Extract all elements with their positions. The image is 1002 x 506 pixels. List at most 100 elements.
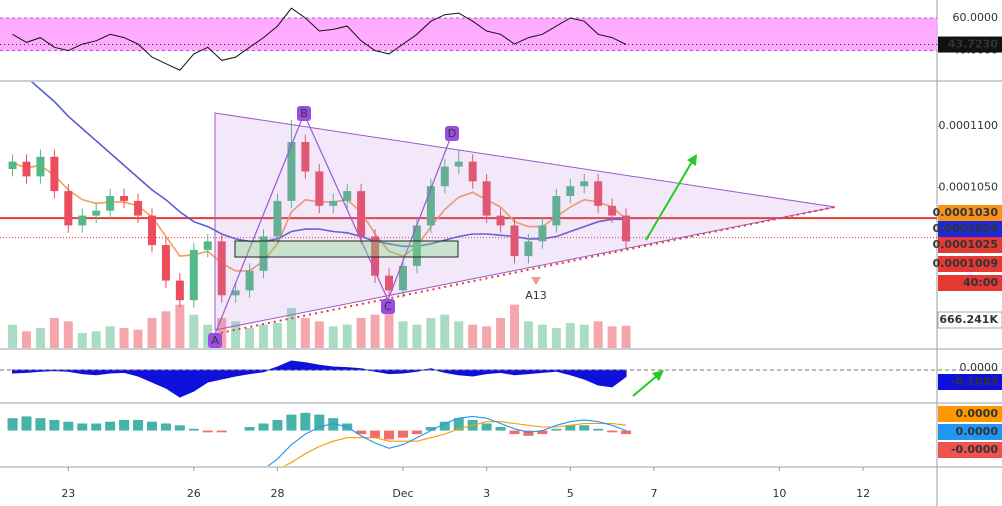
volume-bar (189, 314, 199, 348)
price-label-box (938, 221, 1002, 237)
candle-body (301, 142, 310, 172)
volume-bar (523, 321, 533, 348)
price-label-box (938, 256, 1002, 272)
annotation-marker (531, 277, 541, 285)
candle-body (231, 290, 240, 296)
volume-bar (259, 324, 269, 348)
candle-body (92, 210, 101, 216)
volume-bar (203, 324, 213, 348)
arrow-head (652, 370, 664, 381)
volume-bar (300, 318, 310, 348)
histogram-bar (258, 423, 269, 431)
x-tick-label: 7 (650, 487, 657, 500)
macd-line (267, 415, 627, 466)
volume-bar (21, 331, 31, 348)
candle-body (287, 142, 296, 201)
candle-body (175, 280, 184, 301)
volume-bar (147, 318, 157, 348)
histogram-bar (481, 423, 492, 431)
candle-body (134, 200, 143, 216)
zone-box (234, 240, 459, 258)
volume-bar (35, 328, 45, 348)
volume-bar (412, 324, 422, 348)
candle-body (398, 265, 407, 291)
histogram-bar (300, 412, 311, 431)
price-label-box (938, 237, 1002, 253)
macd-pane (7, 412, 632, 466)
volume-bar (8, 324, 18, 348)
histogram-bar (216, 430, 227, 433)
candle-body (106, 196, 115, 211)
price-label: 0.0001025 (933, 238, 998, 251)
volume-bar (370, 314, 380, 348)
candle-body (245, 270, 254, 291)
candle-body (8, 161, 17, 170)
candle-body (120, 196, 129, 201)
histogram-bar (551, 428, 562, 431)
candle-body (189, 249, 198, 301)
x-tick-label: 28 (270, 487, 284, 500)
histogram-bar (370, 430, 381, 438)
price-label: 0.0001030 (933, 206, 999, 219)
candle-body (64, 191, 73, 226)
price-label: 0.0001009 (933, 257, 998, 270)
volume-bar (91, 331, 101, 348)
histogram-bar (119, 419, 130, 431)
pattern-label-box (445, 126, 459, 141)
candle-body (357, 191, 366, 237)
x-tick-label: Dec (392, 487, 413, 500)
volume-bar (579, 324, 589, 348)
volume-bar (510, 304, 520, 348)
candle-body (538, 225, 547, 242)
arrow (632, 374, 659, 397)
price-pane (0, 82, 937, 348)
x-tick-label: 3 (483, 487, 490, 500)
x-tick-label: 10 (772, 487, 786, 500)
volume-bar (77, 333, 87, 348)
histogram-label: -0.0000 (951, 443, 998, 456)
candle-body (426, 186, 435, 226)
macd-label: 0.0000 (956, 425, 999, 438)
histogram-bar (286, 414, 297, 431)
volume-bar (482, 326, 492, 348)
rsi-pane (0, 7, 937, 71)
pattern-label-box (297, 106, 311, 121)
histogram-bar (188, 428, 199, 431)
y-tick-label: 0.0001050 (939, 180, 999, 193)
histogram-bar (272, 419, 283, 431)
triangle-pattern (214, 112, 836, 331)
histogram-bar (453, 418, 464, 431)
volume-bar (105, 326, 115, 348)
histogram-bar (21, 416, 32, 431)
volume-bar (231, 321, 241, 348)
candle-body (594, 181, 603, 206)
volume-bar (537, 324, 547, 348)
candle-body (217, 241, 226, 296)
histogram-bar (607, 430, 618, 433)
histogram-bar (565, 425, 576, 431)
histogram-bar (593, 428, 604, 431)
y-tick-label: 0.0001100 (939, 119, 999, 132)
histogram-bar (35, 418, 46, 431)
volume-bar (63, 321, 73, 348)
candle-body (36, 156, 45, 177)
momentum-arrow (632, 370, 664, 397)
macd-line (283, 421, 627, 466)
histogram-bar (7, 418, 18, 431)
pattern-label-box (208, 333, 222, 348)
volume-bar (565, 323, 575, 348)
candle-body (552, 196, 561, 226)
candle-body (468, 161, 477, 182)
candle-body (608, 205, 617, 216)
histogram-bar (495, 427, 506, 431)
volume-bar (286, 308, 296, 348)
volume-bar (119, 328, 129, 348)
volume-bar (342, 324, 352, 348)
pattern-label: C (384, 300, 392, 313)
histogram-bar (133, 419, 144, 431)
candle-body (622, 215, 631, 242)
volume-bar (356, 318, 366, 348)
histogram-bar (77, 423, 88, 431)
